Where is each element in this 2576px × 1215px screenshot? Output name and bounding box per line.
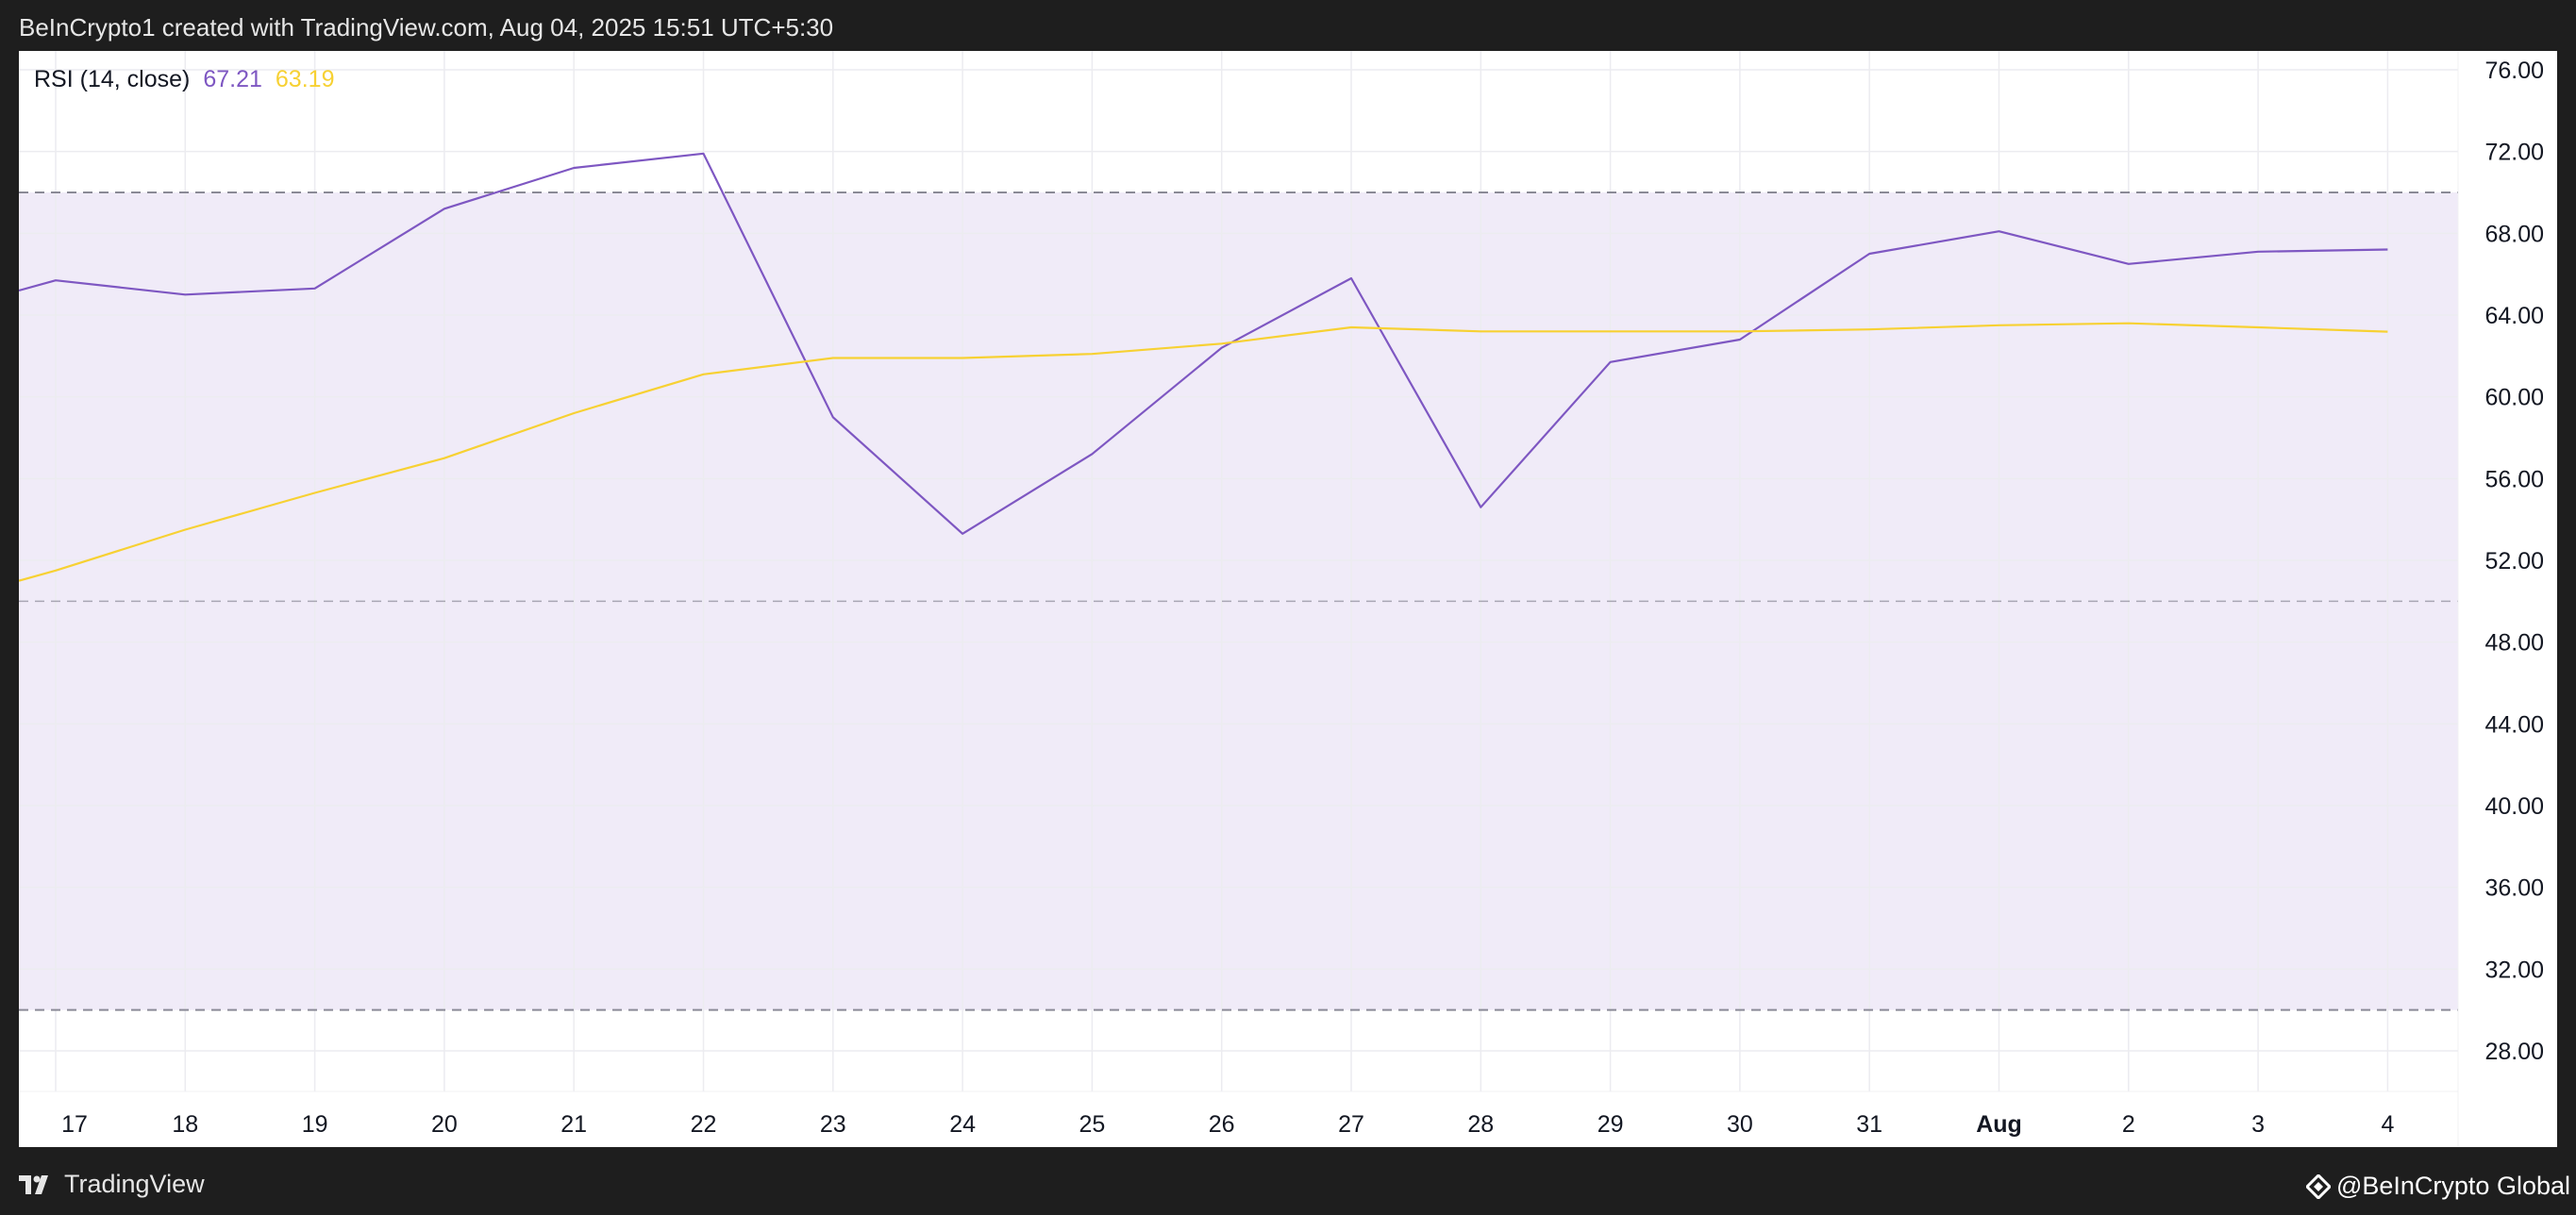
footer-bar	[0, 1147, 2576, 1215]
x-tick-label: 20	[431, 1111, 458, 1138]
beincrypto-icon	[2305, 1173, 2331, 1199]
x-tick-label: 23	[820, 1111, 846, 1138]
x-tick-label: 3	[2251, 1111, 2265, 1138]
y-tick-label: 76.00	[2484, 58, 2544, 84]
rsi-ma-value: 63.19	[275, 66, 335, 92]
x-tick-label: 17	[61, 1111, 88, 1138]
y-tick-label: 48.00	[2484, 630, 2544, 657]
y-tick-label: 60.00	[2484, 385, 2544, 411]
y-tick-label: 64.00	[2484, 303, 2544, 329]
x-tick-label: 28	[1467, 1111, 1494, 1138]
x-tick-label: 29	[1597, 1111, 1624, 1138]
y-tick-label: 68.00	[2484, 221, 2544, 247]
y-tick-label: 32.00	[2484, 957, 2544, 983]
x-tick-label: 31	[1856, 1111, 1882, 1138]
y-tick-label: 28.00	[2484, 1039, 2544, 1065]
rsi-line	[19, 152, 2388, 535]
watermark-text: @BeInCrypto Global	[2335, 1172, 2570, 1200]
x-tick-label: 30	[1727, 1111, 1753, 1138]
x-tick-label: 26	[1209, 1111, 1235, 1138]
x-tick-label: 24	[949, 1111, 976, 1138]
x-tick-label: 21	[560, 1111, 587, 1138]
x-tick-label: 27	[1338, 1111, 1364, 1138]
x-tick-label: 22	[691, 1111, 717, 1138]
attribution-bar: BeInCrypto1 created with TradingView.com…	[0, 0, 2576, 51]
y-tick-label: 72.00	[2484, 140, 2544, 166]
x-tick-label: 19	[302, 1111, 328, 1138]
x-tick-label: 4	[2381, 1111, 2394, 1138]
y-tick-label: 56.00	[2484, 466, 2544, 492]
indicator-legend[interactable]: RSI (14, close) 67.21 63.19	[34, 66, 334, 93]
chart-pane[interactable]: 76.00 72.00 68.00 64.00 60.00 56.00 52.00 48.00…	[19, 51, 2557, 1147]
tradingview-brand: TradingView	[64, 1170, 205, 1198]
y-tick-label: 44.00	[2484, 711, 2544, 738]
rsi-chart[interactable]: 76.00 72.00 68.00 64.00 60.00 56.00 52.00 48.00…	[19, 51, 2557, 1147]
rsi-ma-line	[19, 322, 2388, 582]
x-tick-label: 2	[2122, 1111, 2135, 1138]
y-tick-label: 36.00	[2484, 875, 2544, 902]
indicator-name: RSI (14, close)	[34, 66, 191, 92]
x-tick-label: 18	[172, 1111, 198, 1138]
tradingview-logo[interactable]: TradingView	[19, 1170, 205, 1199]
beincrypto-watermark: @BeInCrypto Global	[2305, 1172, 2570, 1201]
y-tick-label: 40.00	[2484, 793, 2544, 820]
attribution-text: BeInCrypto1 created with TradingView.com…	[19, 13, 834, 42]
x-tick-label: Aug	[1976, 1111, 2022, 1138]
tradingview-icon	[19, 1174, 48, 1194]
rsi-value: 67.21	[203, 66, 262, 92]
y-tick-label: 52.00	[2484, 548, 2544, 574]
x-tick-label: 25	[1079, 1111, 1105, 1138]
